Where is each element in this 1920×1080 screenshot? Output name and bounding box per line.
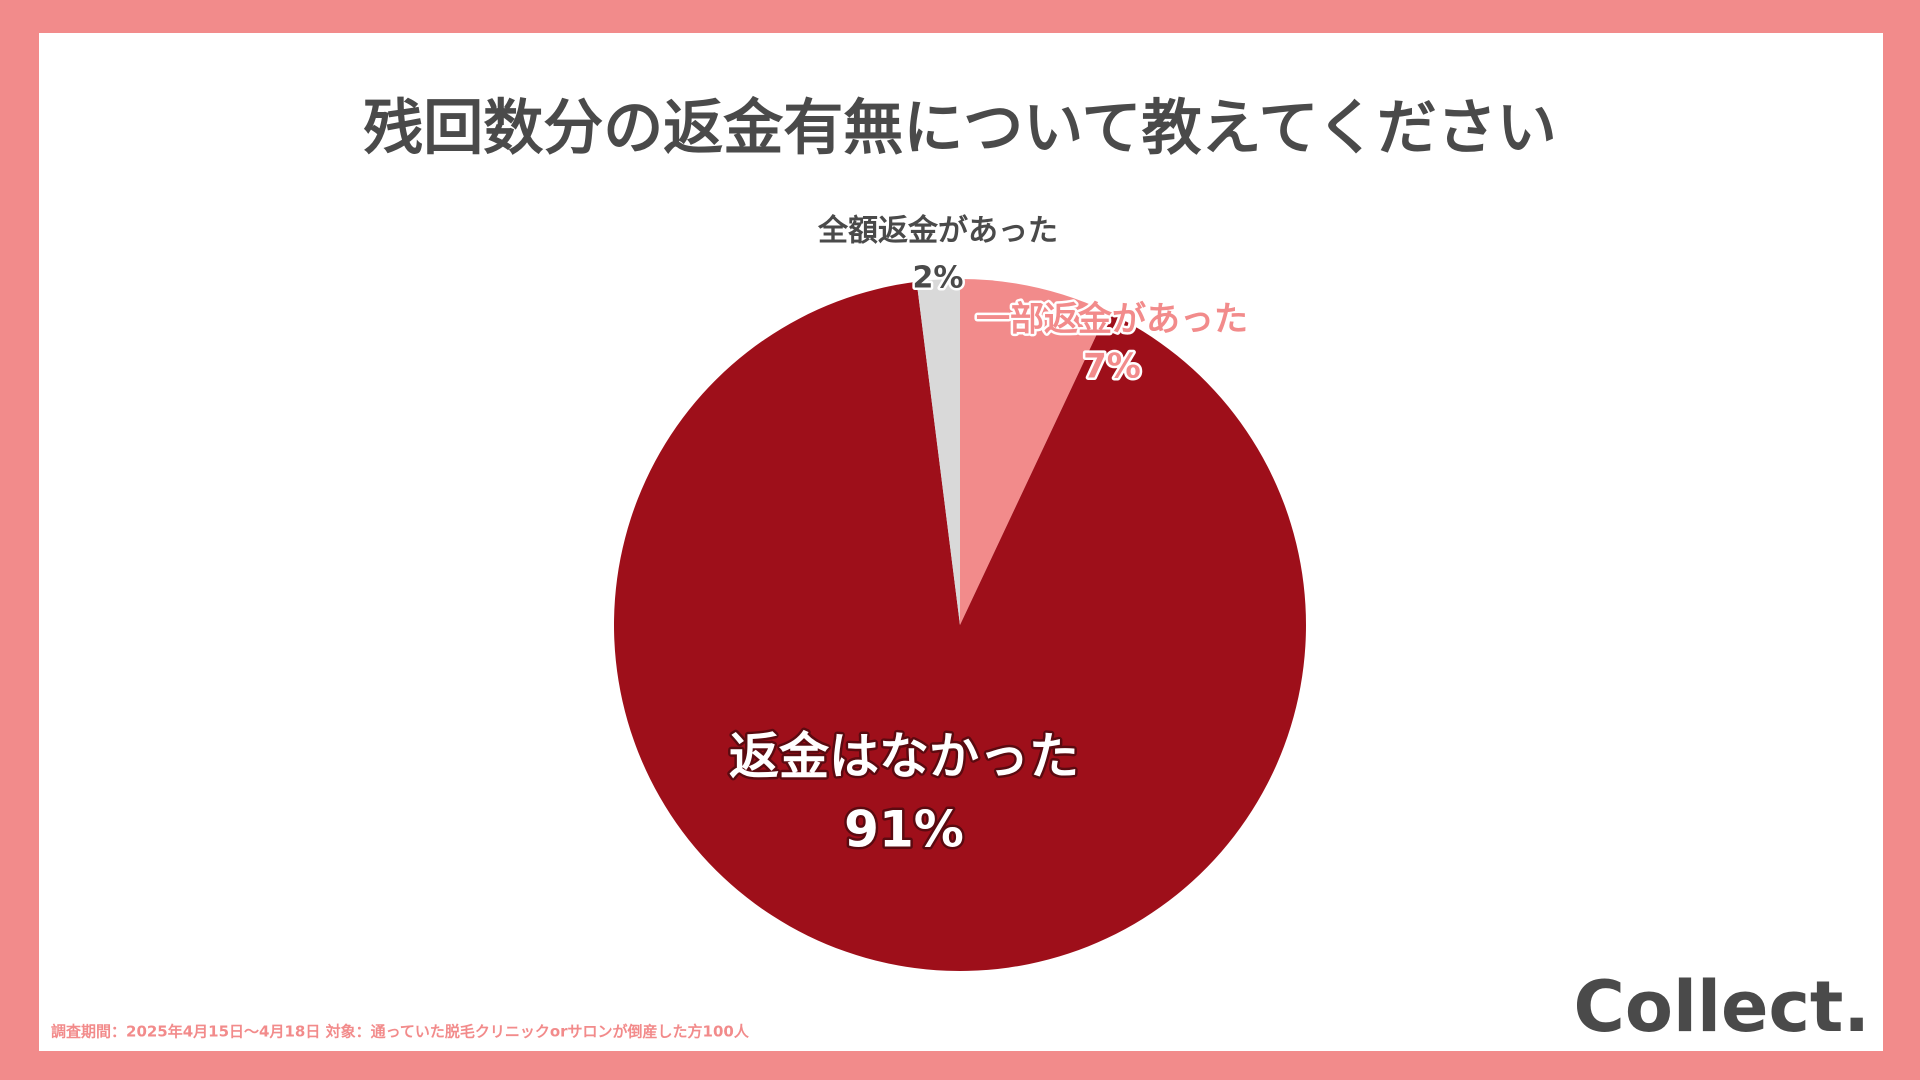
value-label: 91% [844, 801, 964, 859]
pie-slice [916, 279, 960, 625]
footnote: 調査期間：2025年4月15日〜4月18日 対象：通っていた脱毛クリニックorサ… [51, 1023, 750, 1041]
slice-label: 一部返金があった [976, 300, 1248, 340]
logo: Collect. [1574, 966, 1870, 1048]
labels: 一部返金があった 7% 返金はなかった 91% 全額返金があった 2% [727, 211, 1251, 861]
value-label: 2% [913, 261, 964, 296]
pie [613, 279, 1306, 972]
pie-slice [960, 279, 1108, 625]
slice-label: 返金はなかった [729, 728, 1079, 786]
pie-slice [613, 281, 1306, 972]
chart-title: 残回数分の返金有無について教えてください [363, 94, 1556, 164]
slice-label: 全額返金があった [817, 214, 1058, 249]
value-label: 7% [1083, 347, 1141, 387]
